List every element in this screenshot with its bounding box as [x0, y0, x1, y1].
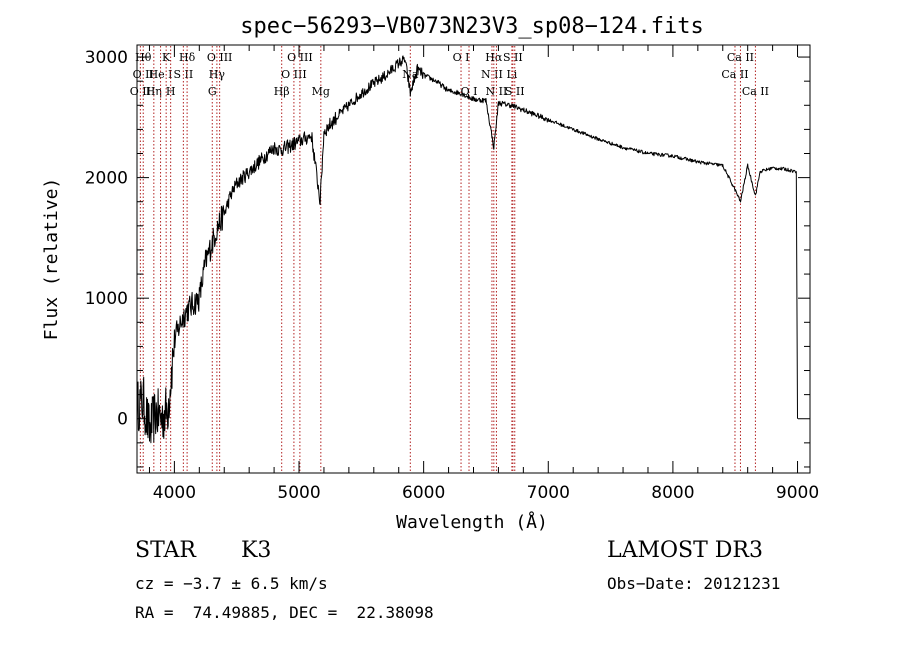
line-label-26-0: Ca II	[742, 85, 769, 98]
spectrum-series	[136, 55, 798, 444]
line-label-0-0: O II	[130, 85, 151, 98]
line-label-22-0: S II	[503, 51, 523, 64]
axes: 4000 5000 6000 7000 8000 9000 0 1000 2000 3000	[85, 45, 819, 503]
x-tick-label-2: 6000	[402, 483, 445, 503]
line-label-5-0: H	[166, 85, 176, 98]
line-label-23-0: S II	[505, 85, 525, 98]
observation-date: Obs−Date: 20121231	[607, 574, 781, 593]
series-0-line	[136, 55, 798, 444]
line-label-18-0: N II	[481, 68, 503, 81]
line-label-3-0: He I	[149, 68, 173, 81]
chart-title: spec−56293−VB073N23V3_sp08−124.fits	[240, 14, 704, 39]
line-label-16-0: O I	[453, 51, 470, 64]
line-label-8-0: G	[208, 85, 217, 98]
line-label-11-0: Hβ	[274, 85, 290, 98]
redshift-cz: cz = −3.7 ± 6.5 km/s	[135, 574, 328, 593]
y-tick-label-1: 1000	[85, 289, 128, 309]
line-label-7-0: Hδ	[179, 51, 196, 64]
line-label-20-0: N II	[486, 85, 508, 98]
object-class: STAR	[135, 538, 196, 563]
y-tick-label-0: 0	[117, 410, 128, 430]
line-label-6-0: S II	[173, 68, 193, 81]
y-axis-label: Flux (relative)	[41, 178, 62, 341]
line-label-13-0: O III	[287, 51, 313, 64]
x-axis-label: Wavelength (Å)	[396, 511, 548, 533]
object-subclass: K3	[241, 538, 272, 563]
line-label-25-0: Ca II	[727, 51, 754, 64]
line-label-1-1: O II	[133, 68, 154, 81]
x-tick-label-5: 9000	[776, 483, 819, 503]
y-tick-label-3: 3000	[85, 48, 128, 68]
x-tick-label-0: 4000	[153, 483, 196, 503]
x-tick-label-3: 7000	[527, 483, 570, 503]
line-label-4-0: K	[162, 51, 171, 64]
survey-name: LAMOST DR3	[607, 538, 763, 563]
line-label-9-0: Hγ	[209, 68, 226, 81]
x-tick-label-1: 5000	[277, 483, 320, 503]
line-label-2-0: Hη	[146, 85, 162, 98]
y-tick-label-2: 2000	[85, 169, 128, 189]
line-label-14-0: Mg	[312, 85, 330, 98]
line-label-19-0: Hα	[485, 51, 503, 64]
line-label-10-0: O III	[207, 51, 233, 64]
line-label-21-0: Li	[506, 68, 517, 81]
plot-frame	[136, 44, 811, 474]
line-label-12-0: O III	[281, 68, 307, 81]
x-tick-label-4: 8000	[651, 483, 694, 503]
line-label-24-0: Ca II	[721, 68, 748, 81]
sky-coordinates: RA = 74.49885, DEC = 22.38098	[135, 603, 434, 622]
